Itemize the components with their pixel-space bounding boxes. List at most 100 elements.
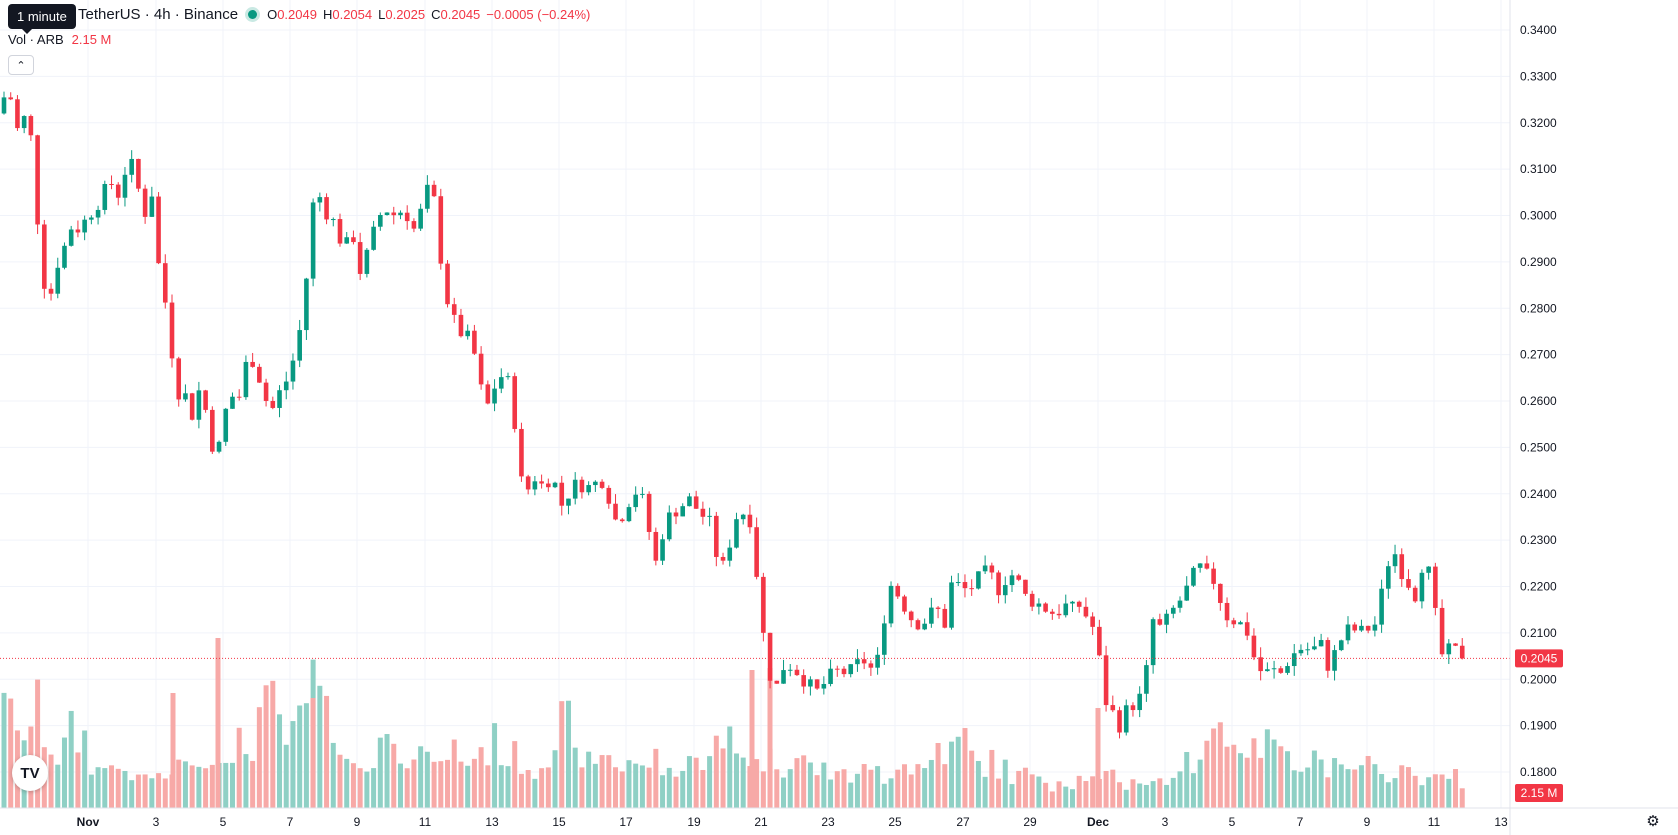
- volume-bar: [1130, 779, 1136, 808]
- candle-body: [1386, 566, 1391, 589]
- candle-body: [438, 196, 444, 264]
- candle: [142, 184, 148, 224]
- candle: [68, 225, 74, 247]
- candle: [908, 610, 914, 628]
- volume-bar: [229, 762, 235, 808]
- volume-bar: [256, 707, 262, 808]
- volume-bar: [1332, 758, 1338, 808]
- price-tick-label: 0.2000: [1520, 672, 1557, 686]
- volume-bar: [660, 775, 666, 808]
- candle: [250, 352, 255, 368]
- volume-bar: [552, 750, 558, 808]
- volume-bar: [975, 760, 981, 808]
- symbol-title[interactable]: TetherUS · 4h · Binance: [78, 6, 239, 23]
- candle: [1002, 576, 1008, 604]
- volume-bar: [1009, 784, 1015, 808]
- candle: [586, 481, 591, 496]
- volume-bar: [1432, 774, 1438, 808]
- candle: [673, 507, 679, 525]
- candle-body: [1123, 705, 1129, 733]
- gear-icon[interactable]: ⚙: [1646, 813, 1660, 830]
- chevron-up-icon: ⌃: [16, 59, 26, 72]
- time-tick-label: 15: [552, 815, 566, 829]
- volume-bar: [962, 728, 968, 808]
- candle: [841, 666, 847, 678]
- candle: [566, 498, 571, 515]
- volume-bar: [1459, 788, 1465, 808]
- candle: [787, 664, 793, 677]
- candle: [451, 297, 457, 323]
- candle: [902, 594, 907, 615]
- candle-body: [505, 376, 511, 378]
- candle-body: [95, 209, 101, 218]
- volume-bar: [310, 698, 316, 808]
- candle-body: [129, 158, 134, 175]
- volume-bar: [209, 764, 215, 808]
- volume-bar: [666, 767, 672, 808]
- candle: [1204, 555, 1210, 570]
- candle-body: [1036, 603, 1042, 607]
- candle-body: [1224, 602, 1230, 621]
- candle-body: [15, 99, 20, 129]
- volume-bar: [955, 736, 961, 808]
- candle-body: [915, 620, 921, 630]
- price-axis[interactable]: 0.3400 0.3300 0.3200 0.3100 0.3000 0.2900 0.28…: [1509, 0, 1563, 835]
- candle: [1386, 560, 1391, 599]
- price-tick-label: 0.2700: [1520, 348, 1557, 362]
- candle-body: [1150, 619, 1156, 666]
- candle: [680, 503, 686, 517]
- volume-bar: [471, 758, 477, 808]
- candle: [230, 392, 235, 409]
- candle: [398, 210, 403, 220]
- candle: [1352, 622, 1358, 633]
- candle: [1110, 695, 1116, 713]
- candle-body: [1157, 619, 1163, 625]
- candle: [794, 664, 800, 677]
- tradingview-logo-icon[interactable]: TV: [12, 755, 48, 791]
- candle-body: [169, 302, 175, 359]
- price-tick-label: 0.2800: [1520, 301, 1557, 315]
- candle-body: [734, 519, 739, 548]
- time-tick-label: 5: [1229, 815, 1236, 829]
- candle: [532, 475, 538, 496]
- candle-body: [512, 376, 518, 429]
- volume-bar: [626, 760, 632, 808]
- candle: [539, 474, 544, 489]
- volume-bar: [969, 750, 975, 808]
- volume-label[interactable]: Vol · ARB: [8, 32, 64, 47]
- candle-body: [183, 393, 188, 400]
- time-axis[interactable]: Nov 3 5 7 9 11 13 15 17 19 21 23 25 27 29 Dec 3 5 7 9 11 13: [0, 807, 1678, 829]
- volume-bar: [774, 769, 780, 808]
- candle: [882, 615, 887, 665]
- volume-bar: [156, 773, 162, 808]
- candle-body: [774, 680, 780, 684]
- candle: [955, 573, 961, 587]
- candle-body: [982, 565, 988, 572]
- candle: [1036, 598, 1042, 615]
- candle-body: [929, 607, 934, 624]
- candle: [465, 324, 470, 340]
- volume-bar: [142, 774, 148, 808]
- candle-body: [75, 229, 81, 233]
- candle-body: [908, 611, 914, 621]
- candle: [1218, 583, 1223, 611]
- candle-body: [1426, 566, 1431, 573]
- volume-bar: [324, 695, 330, 808]
- candle-body: [21, 116, 27, 129]
- candle: [478, 346, 484, 390]
- candle-body: [378, 215, 383, 227]
- candle-body: [1023, 579, 1028, 594]
- candle-body: [351, 237, 356, 243]
- collapse-legend-button[interactable]: ⌃: [8, 55, 34, 75]
- volume-bar: [492, 723, 498, 808]
- volume-bar: [35, 679, 41, 808]
- candle-body: [922, 623, 927, 630]
- candle: [1305, 642, 1310, 656]
- candle: [572, 472, 578, 505]
- candle: [1231, 617, 1237, 629]
- volume-bar: [787, 769, 793, 808]
- candle-body: [1379, 588, 1384, 625]
- close-label: C: [431, 7, 441, 22]
- price-tick-label: 0.2500: [1520, 440, 1557, 454]
